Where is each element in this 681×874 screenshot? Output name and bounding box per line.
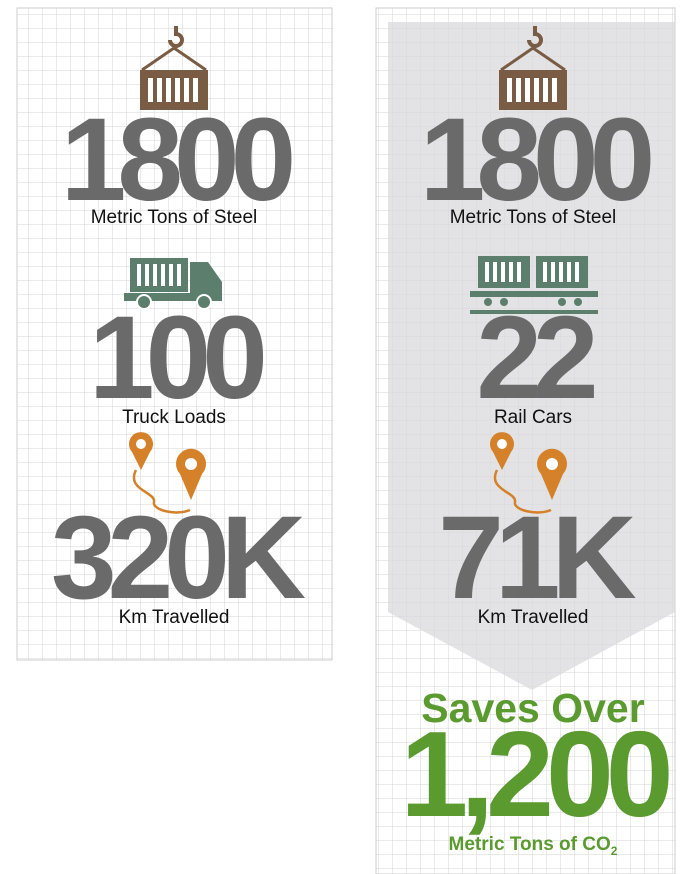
stat-label: Metric Tons of Steel: [450, 207, 617, 228]
stat-label: Km Travelled: [119, 607, 230, 628]
truck-icon: [124, 258, 222, 310]
stat-label: Metric Tons of Steel: [91, 207, 258, 228]
stat-value: 1800: [61, 94, 292, 226]
result-label-text: Metric Tons of CO: [449, 834, 611, 855]
result-label: Metric Tons of CO2: [449, 834, 618, 858]
chevron: [388, 22, 675, 690]
stat-value: 320K: [51, 492, 306, 624]
stat-value: 1800: [420, 94, 651, 226]
left-panel: [16, 7, 333, 661]
result-subscript: 2: [611, 844, 618, 858]
rail-icon: [470, 256, 598, 314]
stat-label: Rail Cars: [494, 407, 572, 428]
stat-value: 22: [476, 292, 594, 424]
stat-value: 100: [89, 292, 263, 424]
stat-label: Km Travelled: [478, 607, 589, 628]
result-headline: Saves Over: [421, 685, 644, 731]
stat-value: 71K: [438, 492, 636, 624]
stat-label: Truck Loads: [122, 407, 226, 428]
result-value: 1,200: [400, 706, 668, 842]
